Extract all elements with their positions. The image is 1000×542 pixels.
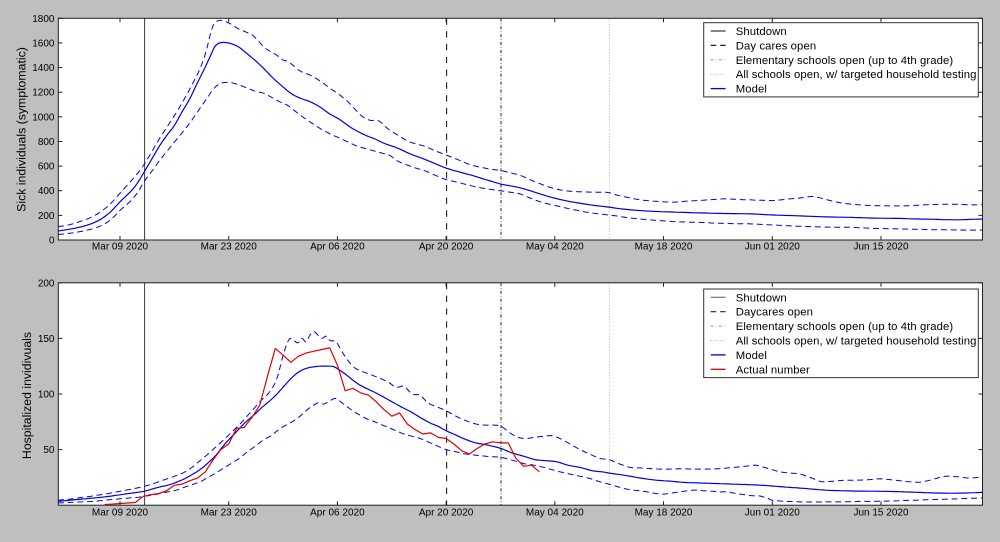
svg-text:1000: 1000 [32, 112, 55, 123]
svg-text:Shutdown: Shutdown [736, 26, 787, 38]
svg-text:May 18 2020: May 18 2020 [635, 507, 693, 518]
svg-text:1200: 1200 [32, 88, 55, 99]
svg-text:Jun 01 2020: Jun 01 2020 [745, 241, 800, 252]
svg-text:Apr 06 2020: Apr 06 2020 [310, 507, 365, 518]
svg-text:Elementary schools open (up to: Elementary schools open (up to 4th grade… [736, 321, 954, 333]
svg-text:May 04 2020: May 04 2020 [526, 241, 584, 252]
svg-text:May 18 2020: May 18 2020 [635, 241, 693, 252]
svg-text:1800: 1800 [32, 14, 55, 25]
svg-text:800: 800 [38, 137, 55, 148]
svg-text:Mar 23 2020: Mar 23 2020 [201, 507, 258, 518]
svg-text:All schools open, w/ targeted: All schools open, w/ targeted household … [736, 336, 977, 348]
svg-text:Hospitalized invidivuals: Hospitalized invidivuals [20, 332, 34, 459]
svg-text:Mar 09 2020: Mar 09 2020 [92, 507, 149, 518]
svg-text:1600: 1600 [32, 38, 55, 49]
svg-text:Model: Model [736, 350, 767, 362]
svg-text:Sick individuals (symptomatic): Sick individuals (symptomatic) [15, 47, 29, 212]
svg-text:All schools open, w/ targeted: All schools open, w/ targeted household … [736, 69, 977, 81]
svg-text:Shutdown: Shutdown [736, 292, 787, 304]
svg-text:Jun 15 2020: Jun 15 2020 [853, 507, 908, 518]
svg-text:Jun 15 2020: Jun 15 2020 [853, 241, 908, 252]
svg-text:May 04 2020: May 04 2020 [526, 507, 584, 518]
svg-text:1400: 1400 [32, 63, 55, 74]
svg-text:600: 600 [38, 162, 55, 173]
svg-text:Daycares open: Daycares open [736, 307, 813, 319]
svg-text:Apr 06 2020: Apr 06 2020 [310, 241, 365, 252]
svg-text:Elementary schools open (up to: Elementary schools open (up to 4th grade… [736, 55, 954, 67]
svg-text:0: 0 [49, 236, 55, 247]
svg-text:Mar 23 2020: Mar 23 2020 [201, 241, 258, 252]
svg-text:200: 200 [38, 211, 55, 222]
svg-text:Day cares open: Day cares open [736, 40, 817, 52]
svg-text:400: 400 [38, 186, 55, 197]
svg-text:Jun 01 2020: Jun 01 2020 [745, 507, 800, 518]
svg-text:100: 100 [38, 390, 55, 401]
svg-text:Apr 20 2020: Apr 20 2020 [419, 241, 474, 252]
svg-text:200: 200 [38, 278, 55, 289]
svg-text:50: 50 [43, 445, 55, 456]
svg-text:Actual number: Actual number [736, 364, 810, 376]
svg-text:Mar 09 2020: Mar 09 2020 [92, 241, 149, 252]
svg-text:150: 150 [38, 334, 55, 345]
svg-text:Model: Model [736, 84, 767, 96]
svg-text:Apr 20 2020: Apr 20 2020 [419, 507, 474, 518]
